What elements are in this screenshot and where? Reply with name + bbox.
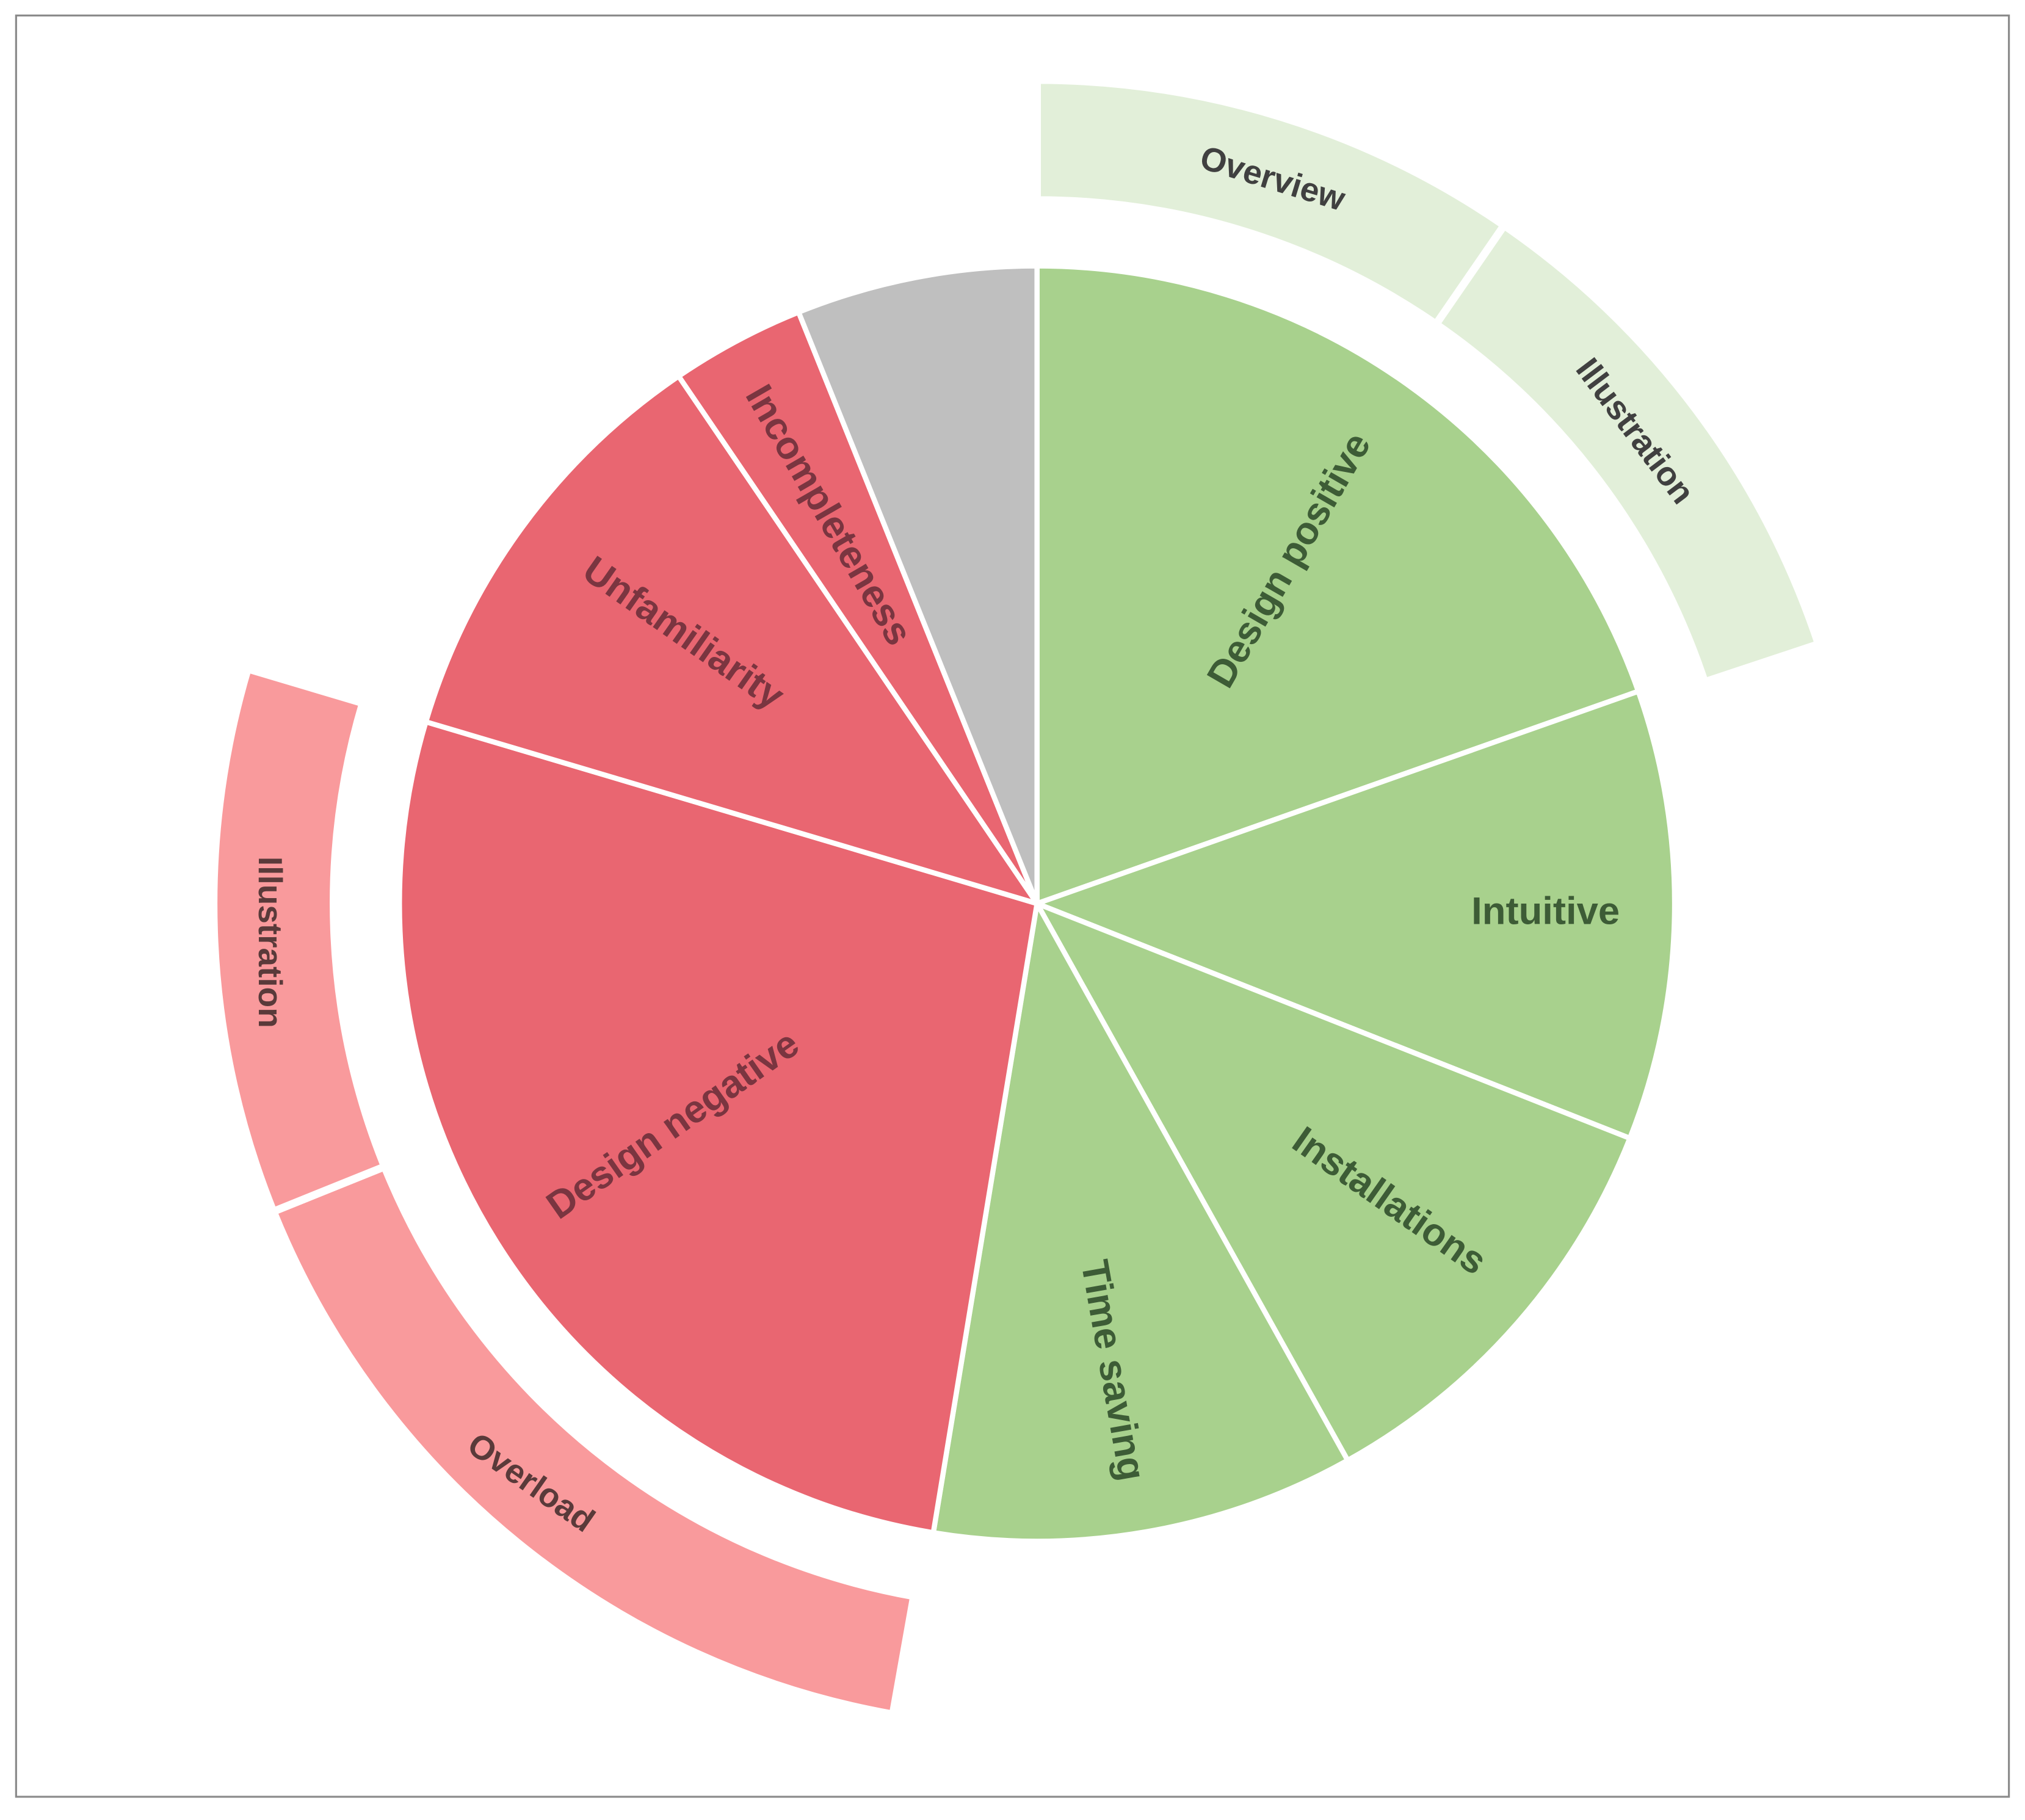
outer-ring bbox=[209, 76, 1824, 1719]
slice-design-negative bbox=[397, 718, 1040, 1536]
label-illustration-negative: Illustration bbox=[252, 857, 289, 1028]
label-intuitive: Intuitive bbox=[1471, 890, 1620, 933]
ring-segment-illustration-1 bbox=[1430, 220, 1824, 687]
slice-incompleteness bbox=[675, 308, 1040, 905]
slice-installations bbox=[1031, 898, 1634, 1464]
slice-intuitive bbox=[1029, 687, 1678, 1142]
ring-segment-illustration-3 bbox=[209, 664, 390, 1217]
slice-unfamiliarity bbox=[422, 372, 1043, 908]
inner-ring bbox=[397, 263, 1678, 1544]
slice-time-saving bbox=[930, 896, 1352, 1544]
slice-other bbox=[795, 263, 1040, 905]
